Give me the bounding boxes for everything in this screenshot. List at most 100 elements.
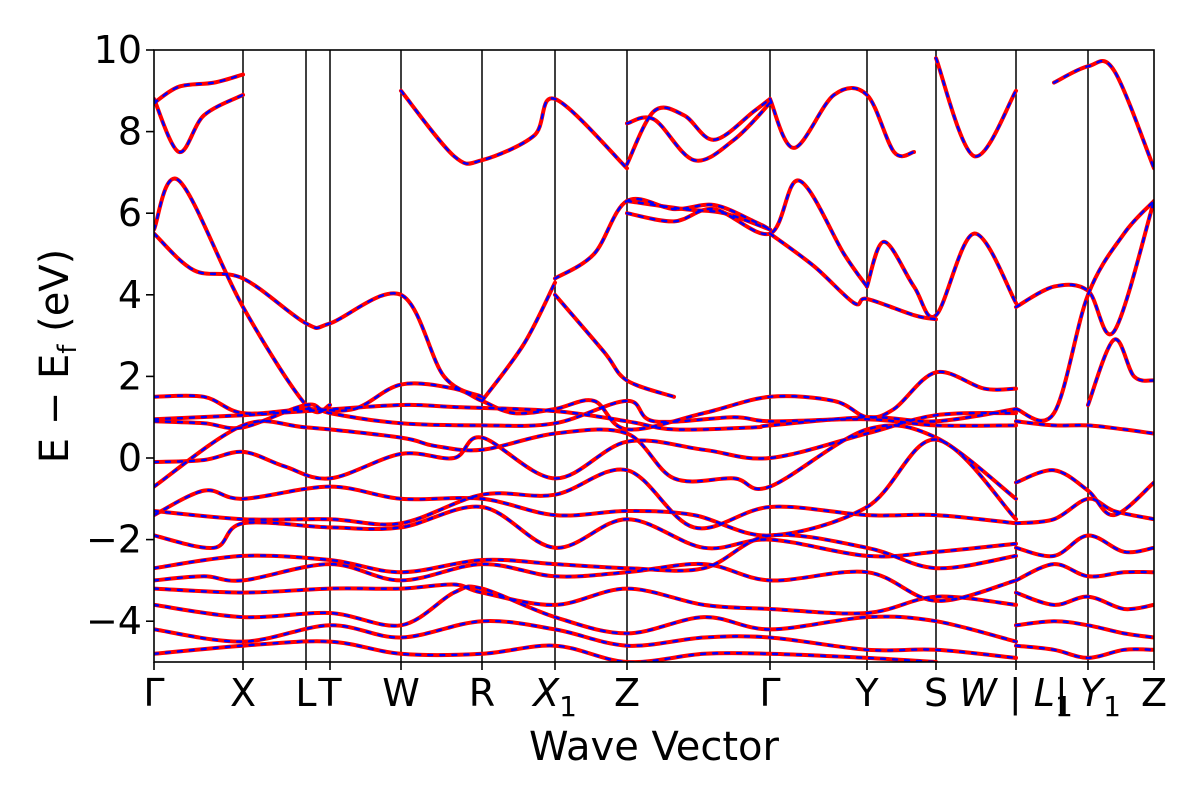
x-tick-label: Y [854,671,879,715]
band-12-solid [768,86,916,159]
x-tick-label: Z [614,671,640,715]
band-8-dashed [625,179,869,288]
band-17-solid [1014,199,1154,423]
y-axis-title: E − Ef (eV) [32,249,83,464]
band-4-dashed [399,89,629,170]
band-27-dashed [154,505,1018,558]
x-tick-label: Z [1141,671,1167,715]
band-7-solid [480,280,557,403]
band-28-dashed [154,533,1018,574]
band-21-solid [154,402,1018,432]
band-20-dashed [154,370,1018,431]
y-tick-label: 2 [118,354,142,398]
band-37-dashed [1014,534,1154,558]
band-35-dashed [1014,420,1154,435]
band-3-dashed [154,232,484,398]
band-34-solid [1014,468,1154,518]
band-33-dashed [154,640,938,662]
x-tick-label: Γ [143,671,164,715]
band-11-dashed [625,101,772,162]
band-37-solid [1014,533,1154,559]
band-15-dashed [934,57,1018,158]
band-35-solid [1014,419,1154,436]
x-tick-label: X [230,671,256,715]
band-5-solid [553,197,772,281]
band-29-solid [154,561,1018,603]
x-tick-label: | Y1 [1055,671,1121,723]
band-36-dashed [1014,497,1154,525]
band-4-solid [399,88,629,171]
x-tick-label: L [295,671,316,715]
band-6-dashed [553,293,676,398]
y-tick-label: −4 [86,599,142,643]
band-31-dashed [154,585,1018,643]
x-tick-label: Γ [759,671,780,715]
x-tick-label: X1 [531,671,577,723]
band-3-solid [154,231,484,399]
x-tick-label: W [382,671,420,715]
band-13-solid [768,231,938,322]
y-tick-label: 6 [118,191,142,235]
y-axis-ticks: −4 −2 0 2 4 6 8 10 [86,28,154,643]
x-tick-label: R [469,671,495,715]
band-7-dashed [480,281,557,403]
band-40-dashed [1014,619,1154,639]
y-tick-label: −2 [86,518,142,562]
band-13-dashed [768,232,938,321]
y-tick-label: 8 [118,110,142,154]
y-tick-label: 0 [118,436,142,480]
y-title-minus: − [32,379,78,438]
band-8-solid [625,178,869,289]
band-19-dashed [1052,59,1154,170]
band-19-solid [1052,59,1154,171]
x-axis-title: Wave Vector [529,724,780,770]
band-9-dashed [625,199,772,231]
band-26-dashed [154,468,1018,530]
band-14-dashed [865,232,1018,319]
band-15-solid [934,56,1018,159]
band-34-dashed [1014,468,1154,517]
band-0-solid [154,92,245,154]
band-2-dashed [154,177,332,414]
x-tick-label: W | L1 [959,671,1073,723]
band-10-solid [625,97,772,167]
x-tick-subscript: 1 [559,690,577,723]
band-41-solid [1014,643,1154,660]
band-39-dashed [1014,591,1154,611]
band-41-dashed [1014,644,1154,660]
x-tick-main: | Y [1055,671,1106,716]
band-38-dashed [1014,562,1154,582]
band-1-dashed [154,73,245,105]
band-26-solid [154,467,1018,531]
band-2-solid [154,176,332,415]
x-axis-ticks: Γ X L T W R X1 Z Γ Y S W | L1| Y1 Z [143,662,1167,723]
band-22-dashed [154,399,1018,430]
plot-frame [153,49,1155,663]
x-tick-main: W | L [959,671,1055,716]
x-tick-subscript: 1 [1055,690,1073,723]
y-tick-label: 4 [118,273,142,317]
band-18-solid [1086,337,1154,407]
y-title-fermi-symbol: E [32,354,78,379]
x-tick-label: T [317,671,342,715]
band-10-dashed [625,97,772,166]
band-16-dashed [1014,199,1154,336]
band-6-solid [553,292,676,399]
band-24-dashed [154,419,1018,500]
band-25-dashed [154,438,1018,537]
band-32-dashed [154,619,1018,660]
y-title-energy: E [32,438,78,463]
band-29-dashed [154,562,1018,603]
x-tick-subscript: 1 [1103,690,1121,723]
y-title-fermi-subscript: f [53,344,83,354]
y-title-unit: (eV) [32,249,78,345]
kpoint-divider-lines [242,50,1089,662]
band-23-dashed [154,411,1018,480]
band-5-dashed [553,197,772,280]
y-tick-label: 10 [94,28,142,72]
band-17-dashed [1014,199,1154,422]
band-18-dashed [1086,338,1154,407]
band-39-solid [1014,590,1154,612]
x-tick-main: X [531,671,560,715]
